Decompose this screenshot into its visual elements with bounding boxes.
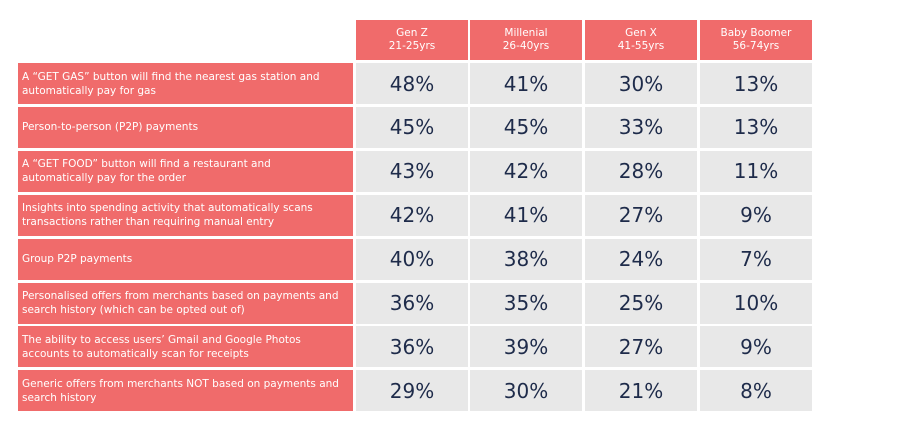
value-cell: 29% (356, 370, 468, 412)
value-text: 48% (389, 71, 435, 96)
value-text: 40% (389, 247, 435, 272)
value-cell: 42% (356, 194, 468, 236)
value-cell: 7% (700, 238, 812, 280)
column-header-age-range: 21-25yrs (388, 40, 436, 52)
value-cell: 41% (470, 194, 582, 236)
value-text: 42% (389, 203, 435, 228)
value-cell: 11% (700, 150, 812, 192)
column-header-name: Millenial (504, 27, 548, 39)
value-text: 41% (503, 71, 549, 96)
value-cell: 9% (700, 194, 812, 236)
column-header: Gen X 41-55yrs (585, 20, 697, 60)
value-cell: 33% (585, 106, 697, 148)
value-cell: 39% (470, 326, 582, 368)
value-cell: 8% (700, 370, 812, 412)
value-text: 9% (740, 203, 772, 228)
value-cell: 21% (585, 370, 697, 412)
value-text: 36% (389, 334, 435, 359)
value-text: 11% (733, 159, 779, 184)
row-label: Generic offers from merchants NOT based … (18, 370, 353, 412)
row-label: Personalised offers from merchants based… (18, 282, 353, 324)
column-header-age-range: 41-55yrs (617, 40, 665, 52)
row-label-text: A “GET GAS” button will find the nearest… (22, 70, 320, 97)
value-text: 45% (503, 115, 549, 140)
value-cell: 13% (700, 63, 812, 104)
value-text: 25% (618, 291, 664, 315)
value-text: 13% (733, 115, 779, 140)
value-cell: 13% (700, 106, 812, 148)
value-cell: 40% (356, 238, 468, 280)
row-label-text: Group P2P payments (22, 253, 133, 266)
value-text: 43% (389, 159, 435, 184)
value-cell: 27% (585, 326, 697, 368)
column-header: Millenial 26-40yrs (470, 20, 582, 60)
column-header-name: Baby Boomer (720, 27, 792, 39)
value-text: 30% (503, 378, 549, 403)
value-cell: 27% (585, 194, 697, 236)
value-cell: 10% (700, 282, 812, 324)
row-label-text: The ability to access users’ Gmail and G… (22, 333, 301, 360)
row-label: Group P2P payments (18, 238, 353, 280)
value-cell: 28% (585, 150, 697, 192)
value-text: 42% (503, 159, 549, 184)
value-text: 41% (503, 203, 549, 228)
value-cell: 36% (356, 282, 468, 324)
row-label-text: Generic offers from merchants NOT based … (22, 377, 339, 404)
value-cell: 35% (470, 282, 582, 324)
row-label-text: Insights into spending activity that aut… (22, 202, 313, 229)
row-label: Insights into spending activity that aut… (18, 194, 353, 236)
column-header-name: Gen X (625, 27, 657, 39)
column-header: Gen Z 21-25yrs (356, 20, 468, 60)
value-cell: 30% (470, 370, 582, 412)
value-cell: 24% (585, 238, 697, 280)
column-header-age-range: 56-74yrs (732, 40, 780, 52)
row-label: A “GET GAS” button will find the nearest… (18, 63, 353, 104)
value-text: 24% (618, 247, 664, 272)
value-text: 27% (618, 203, 664, 228)
value-text: 13% (733, 71, 779, 96)
value-text: 27% (618, 334, 664, 359)
value-text: 35% (503, 291, 549, 315)
value-cell: 48% (356, 63, 468, 104)
value-cell: 45% (356, 106, 468, 148)
value-cell: 43% (356, 150, 468, 192)
row-label: Person-to-person (P2P) payments (18, 106, 353, 148)
value-cell: 30% (585, 63, 697, 104)
value-text: 33% (618, 115, 664, 140)
value-text: 8% (740, 378, 772, 403)
value-text: 45% (389, 115, 435, 140)
value-cell: 36% (356, 326, 468, 368)
column-header-name: Gen Z (396, 27, 428, 39)
row-label: The ability to access users’ Gmail and G… (18, 326, 353, 368)
value-text: 21% (618, 378, 664, 403)
value-cell: 41% (470, 63, 582, 104)
value-cell: 42% (470, 150, 582, 192)
row-label-text: A “GET FOOD” button will find a restaura… (22, 158, 271, 185)
column-header: Baby Boomer 56-74yrs (700, 20, 812, 60)
value-cell: 25% (585, 282, 697, 324)
value-text: 7% (740, 247, 772, 272)
value-text: 30% (618, 71, 664, 96)
value-text: 9% (740, 334, 772, 359)
value-cell: 9% (700, 326, 812, 368)
value-text: 29% (389, 378, 435, 403)
row-label-text: Person-to-person (P2P) payments (22, 121, 199, 134)
value-text: 39% (503, 334, 549, 359)
value-cell: 38% (470, 238, 582, 280)
column-header-age-range: 26-40yrs (502, 40, 550, 52)
row-label: A “GET FOOD” button will find a restaura… (18, 150, 353, 192)
value-text: 10% (733, 291, 779, 315)
value-text: 36% (389, 291, 435, 315)
row-label-text: Personalised offers from merchants based… (22, 290, 339, 316)
value-text: 28% (618, 159, 664, 184)
value-cell: 45% (470, 106, 582, 148)
value-text: 38% (503, 247, 549, 272)
